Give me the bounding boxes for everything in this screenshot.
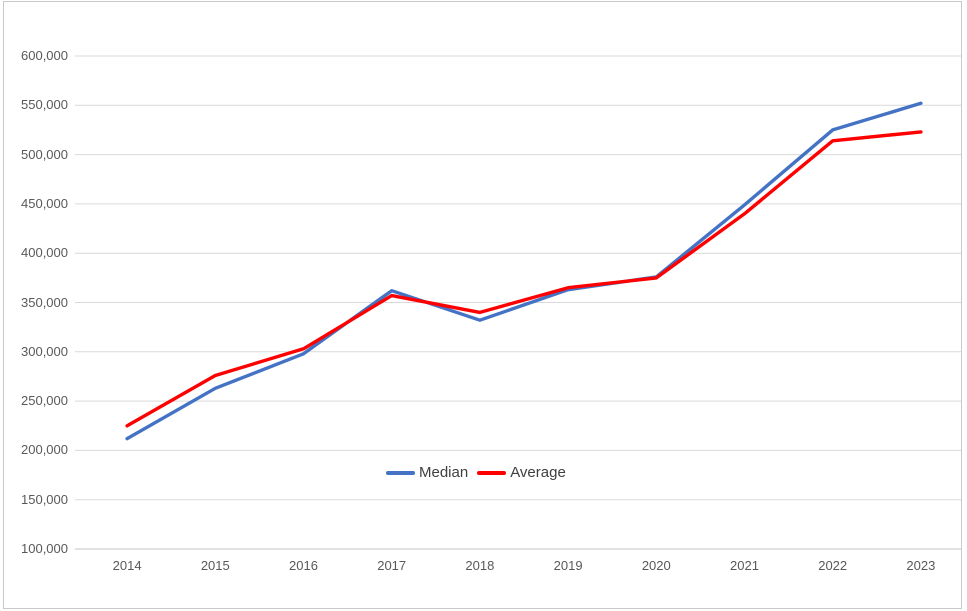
median-line-swatch [386, 470, 415, 475]
legend: Median Average [386, 464, 566, 481]
legend-item-median: Median [386, 464, 468, 481]
x-axis-tick-label: 2016 [289, 558, 318, 573]
x-axis-tick-label: 2015 [200, 558, 230, 573]
median-series-line [125, 101, 923, 441]
x-axis-tick-label: 2014 [112, 558, 142, 573]
chart-frame: 100,000 150,000 200,000 250,000 300,000 350,0… [3, 1, 962, 609]
legend-item-average: Average [477, 464, 566, 481]
y-axis-tick-label: 550,000 [21, 97, 68, 113]
x-axis-tick-label: 2017 [377, 558, 407, 573]
y-axis-tick-label: 300,000 [21, 343, 68, 359]
x-axis-tick-label: 2019 [553, 558, 583, 573]
y-axis-tick-label: 150,000 [21, 491, 68, 507]
x-axis-tick-label: 2020 [641, 558, 671, 573]
y-axis-tick-label: 400,000 [21, 245, 68, 261]
x-axis-tick-label: 2022 [818, 558, 848, 573]
y-axis-tick-label: 200,000 [21, 442, 68, 458]
y-axis-tick-label: 500,000 [21, 146, 68, 162]
y-axis-tick-label: 250,000 [21, 393, 68, 409]
x-axis-tick-label: 2023 [906, 558, 936, 573]
x-axis-tick-label: 2021 [730, 558, 759, 573]
y-axis-tick-label: 350,000 [21, 294, 68, 310]
average-line-swatch [477, 470, 507, 475]
average-series-line [125, 130, 923, 428]
legend-label-median: Median [419, 464, 469, 481]
x-axis-tick-label: 2018 [465, 558, 495, 573]
y-axis-tick-label: 100,000 [21, 541, 68, 556]
legend-label-average: Average [510, 464, 566, 481]
y-axis-tick-label: 600,000 [21, 48, 68, 63]
y-axis-tick-label: 450,000 [21, 195, 68, 211]
